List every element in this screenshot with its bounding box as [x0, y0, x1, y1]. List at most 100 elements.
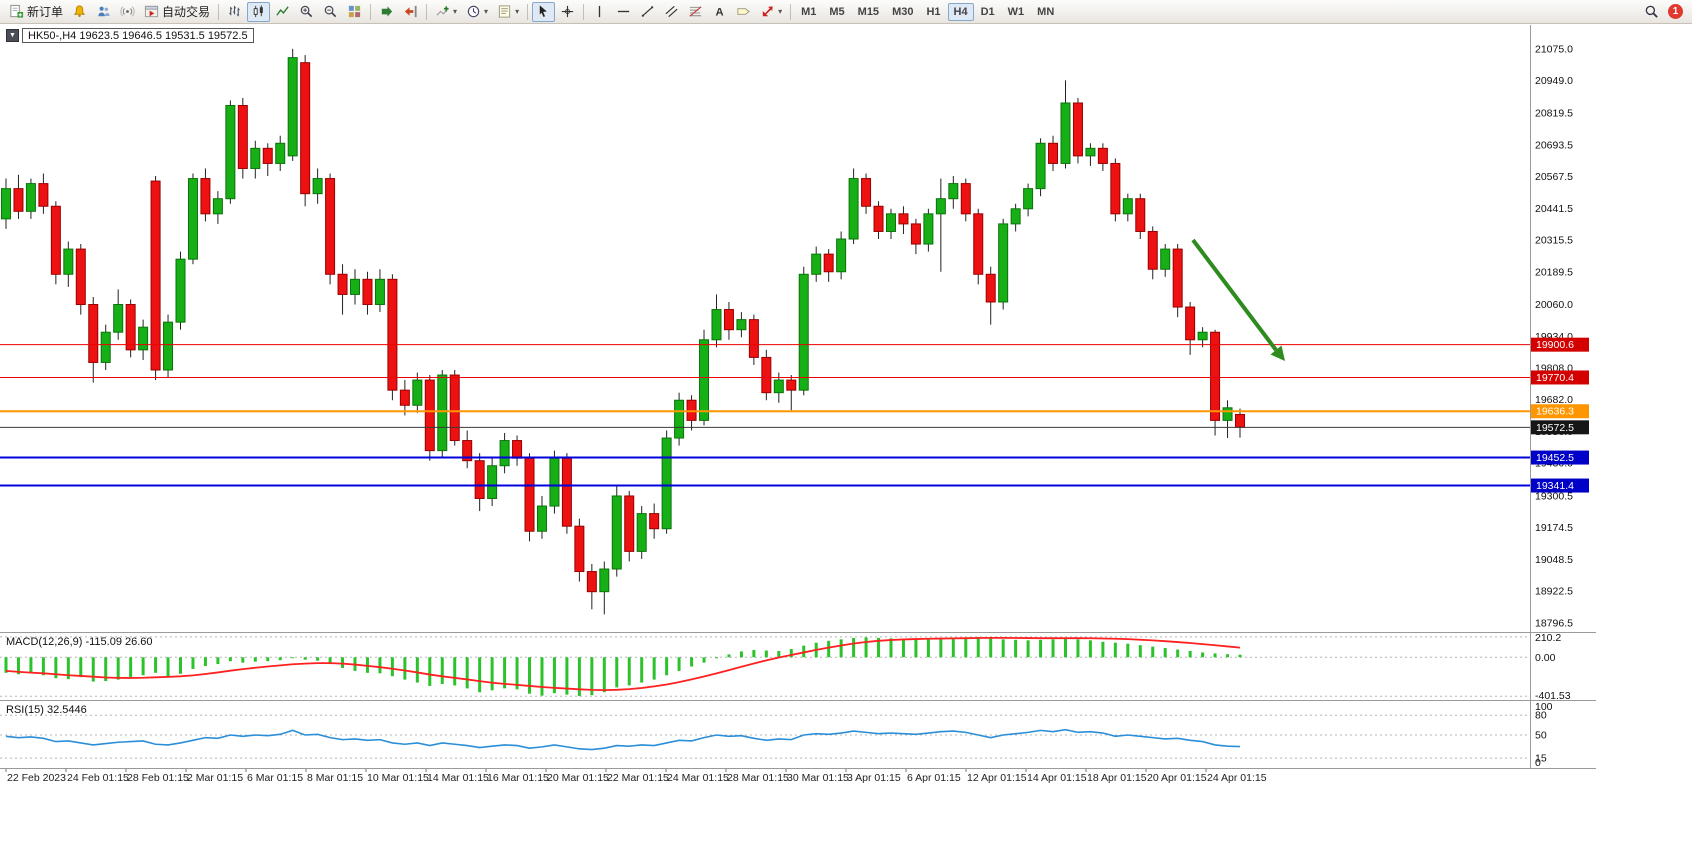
cursor-icon [539, 5, 547, 17]
new-order-icon [10, 4, 24, 18]
arrows-icon [762, 6, 773, 17]
chart-shift-button[interactable] [399, 2, 422, 22]
chart-ohlc-header: ▼ HK50-,H4 19623.5 19646.5 19531.5 19572… [6, 28, 254, 43]
auto-trading-button[interactable]: 自动交易 [140, 2, 214, 22]
svg-text:50: 50 [1535, 730, 1547, 742]
label-icon [737, 8, 750, 15]
svg-text:20060.0: 20060.0 [1535, 299, 1573, 311]
zoom-out-button[interactable] [319, 2, 342, 22]
toolbar-separator [790, 3, 792, 20]
price-tags: 19900.6 19770.4 19636.3 19572.5 19452.5 19341… [1531, 337, 1589, 493]
notification-badge[interactable]: 1 [1668, 4, 1683, 19]
signals-icon [120, 6, 135, 17]
contacts-button[interactable] [92, 2, 115, 22]
svg-text:0.00: 0.00 [1535, 652, 1556, 664]
price-scale[interactable]: 21075.0 20949.0 20819.5 20693.5 20567.5 20441… [1535, 43, 1573, 629]
tile-windows-button[interactable] [343, 2, 366, 22]
one-click-trading-toggle[interactable]: ▼ [6, 29, 19, 42]
svg-text:19572.5: 19572.5 [1536, 422, 1574, 434]
svg-text:20 Mar 01:15: 20 Mar 01:15 [547, 772, 609, 784]
channel-icon [665, 5, 678, 18]
bar-chart-icon [229, 5, 240, 17]
arrows-button[interactable]: ▾ [756, 2, 786, 22]
price-tag [1531, 370, 1589, 385]
templates-button[interactable]: ▾ [493, 2, 523, 22]
horizontal-line-button[interactable] [612, 2, 635, 22]
svg-text:20315.5: 20315.5 [1535, 235, 1573, 247]
contacts-icon [98, 6, 110, 17]
chevron-down-icon: ▼ [9, 32, 16, 39]
timeframe-h1[interactable]: H1 [926, 5, 941, 18]
auto-trading-icon [144, 5, 159, 18]
price-tag [1531, 337, 1589, 352]
vertical-line-button[interactable] [588, 2, 611, 22]
macd-panel: 210.2 0.00 -401.53 [0, 632, 1571, 702]
svg-text:19452.5: 19452.5 [1536, 452, 1574, 464]
svg-text:20189.5: 20189.5 [1535, 266, 1573, 278]
svg-text:6 Mar 01:15: 6 Mar 01:15 [247, 772, 303, 784]
alerts-button[interactable] [68, 2, 91, 22]
bar-chart-button[interactable] [223, 2, 246, 22]
trendline-button[interactable] [636, 2, 659, 22]
svg-text:28 Mar 01:15: 28 Mar 01:15 [727, 772, 789, 784]
vertical-line-icon [598, 5, 601, 18]
price-tag [1531, 478, 1589, 493]
svg-text:19174.5: 19174.5 [1535, 522, 1573, 534]
rsi-label: RSI(15) 32.5446 [6, 704, 87, 716]
toolbar-separator [218, 3, 220, 20]
periods-button[interactable]: ▾ [462, 2, 492, 22]
auto-trading-label: 自动交易 [162, 5, 211, 19]
zoom-in-button[interactable] [295, 2, 318, 22]
search-button[interactable] [1640, 2, 1663, 22]
svg-text:19636.3: 19636.3 [1536, 406, 1574, 418]
horizontal-level-lines[interactable] [0, 344, 1530, 487]
horizontal-line-icon [617, 10, 630, 13]
trend-arrow-annotation[interactable] [1191, 238, 1285, 361]
indicators-button[interactable]: ▾ [431, 2, 461, 22]
new-order-label: 新订单 [27, 5, 64, 19]
channel-button[interactable] [660, 2, 683, 22]
timeframe-w1[interactable]: W1 [1007, 5, 1025, 18]
timeframe-h4[interactable]: H4 [947, 2, 974, 21]
text-icon: A [716, 6, 724, 18]
indicators-icon [436, 6, 449, 16]
svg-text:14 Mar 01:15: 14 Mar 01:15 [427, 772, 489, 784]
svg-text:30 Mar 01:15: 30 Mar 01:15 [787, 772, 849, 784]
rsi-line [5, 728, 1241, 751]
chart-shift-icon [404, 5, 417, 18]
auto-scroll-button[interactable] [375, 2, 398, 22]
svg-text:80: 80 [1535, 710, 1547, 722]
timeframe-m5[interactable]: M5 [829, 5, 845, 18]
text-button[interactable]: A [708, 2, 731, 22]
svg-text:24 Mar 01:15: 24 Mar 01:15 [667, 772, 729, 784]
timeframe-m15[interactable]: M15 [857, 5, 880, 18]
svg-text:-401.53: -401.53 [1535, 690, 1571, 702]
svg-text:19048.5: 19048.5 [1535, 554, 1573, 566]
fibonacci-button[interactable] [684, 2, 707, 22]
svg-text:16 Mar 01:15: 16 Mar 01:15 [487, 772, 549, 784]
svg-text:14 Apr 01:15: 14 Apr 01:15 [1027, 772, 1087, 784]
price-tag [1531, 404, 1589, 419]
line-chart-button[interactable] [271, 2, 294, 22]
timeframe-d1[interactable]: D1 [980, 5, 995, 18]
symbol-period-label: HK50-,H4 [28, 30, 77, 42]
crosshair-icon [561, 5, 574, 18]
new-order-button[interactable]: 新订单 [5, 2, 67, 22]
toolbar-separator [426, 3, 428, 20]
toolbar-separator [370, 3, 372, 20]
label-button[interactable] [732, 2, 755, 22]
candlestick-chart-button[interactable] [247, 1, 271, 22]
signals-button[interactable] [116, 2, 139, 22]
timeframe-m1[interactable]: M1 [801, 5, 817, 18]
timeframe-mn[interactable]: MN [1037, 5, 1055, 18]
timeframe-m30[interactable]: M30 [892, 5, 914, 18]
crosshair-button[interactable] [556, 2, 579, 22]
ohlc-values: 19623.5 19646.5 19531.5 19572.5 [79, 30, 248, 42]
alerts-icon [73, 5, 86, 18]
candlestick-chart-icon [253, 5, 263, 18]
toolbar-separator [583, 3, 585, 20]
zoom-in-icon [300, 5, 313, 18]
cursor-button[interactable] [532, 1, 556, 22]
